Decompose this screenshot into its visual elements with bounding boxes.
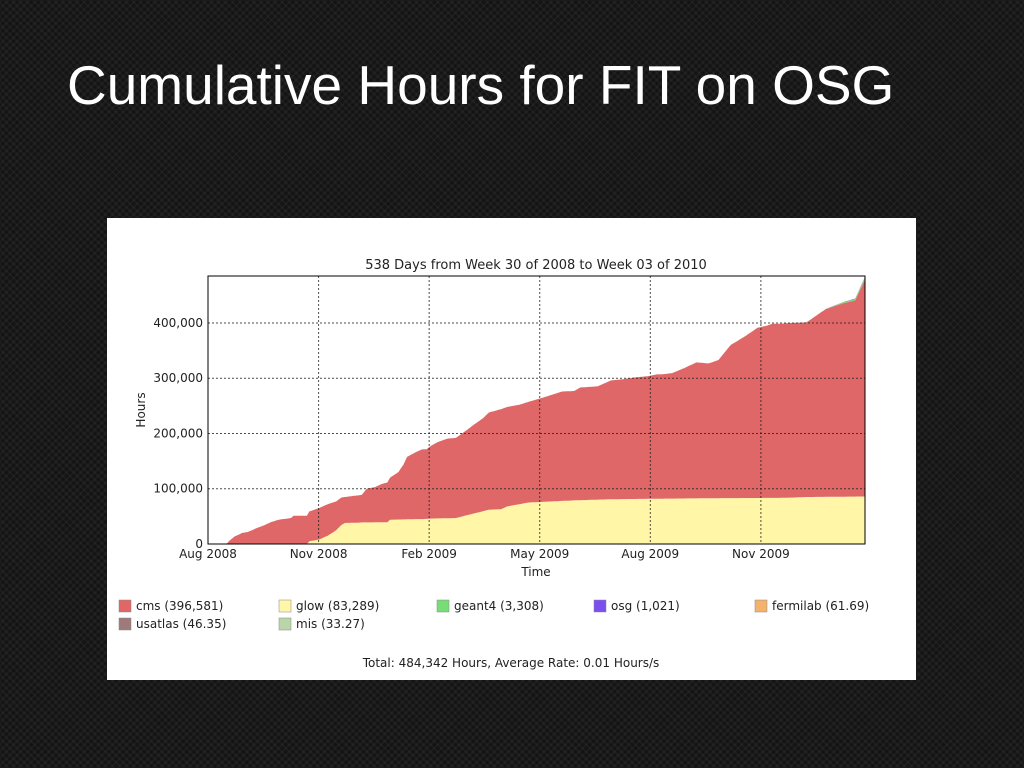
- legend-item-cms: cms (396,581): [118, 599, 223, 613]
- legend-item-osg: osg (1,021): [593, 599, 680, 613]
- x-tick-label: Aug 2008: [179, 547, 237, 561]
- legend-swatch: [118, 599, 132, 613]
- legend-swatch: [278, 599, 292, 613]
- legend-swatch: [118, 617, 132, 631]
- legend-label: cms (396,581): [136, 599, 223, 613]
- legend-label: mis (33.27): [296, 617, 365, 631]
- gridlines: [208, 276, 865, 544]
- plot-frame: [207, 275, 866, 545]
- x-tick-label: Aug 2009: [621, 547, 679, 561]
- area-series-glow: [208, 496, 865, 544]
- y-tick-label: 200,000: [153, 426, 203, 440]
- area-series-cms: [208, 279, 865, 544]
- legend: cms (396,581) glow (83,289) geant4 (3,308)…: [118, 599, 869, 631]
- y-tick-label: 400,000: [153, 316, 203, 330]
- y-tick-label: 100,000: [153, 482, 203, 496]
- legend-swatch: [436, 599, 450, 613]
- stacked-area-chart: 538 Days from Week 30 of 2008 to Week 03…: [118, 258, 869, 670]
- legend-swatch: [593, 599, 607, 613]
- x-tick-label: Feb 2009: [401, 547, 457, 561]
- chart-title: 538 Days from Week 30 of 2008 to Week 03…: [365, 258, 707, 273]
- x-tick-label: Nov 2009: [732, 547, 790, 561]
- legend-swatch: [278, 617, 292, 631]
- legend-label: fermilab (61.69): [772, 599, 869, 613]
- legend-item-geant4: geant4 (3,308): [436, 599, 544, 613]
- legend-item-glow: glow (83,289): [278, 599, 379, 613]
- y-tick-label: 300,000: [153, 371, 203, 385]
- legend-label: usatlas (46.35): [136, 617, 226, 631]
- x-axis-label: Time: [520, 565, 550, 579]
- legend-label: glow (83,289): [296, 599, 379, 613]
- legend-item-usatlas: usatlas (46.35): [118, 617, 226, 631]
- legend-label: geant4 (3,308): [454, 599, 544, 613]
- y-tick-label: 0: [195, 537, 203, 551]
- legend-item-mis: mis (33.27): [278, 617, 365, 631]
- x-tick-label: May 2009: [510, 547, 569, 561]
- legend-label: osg (1,021): [611, 599, 680, 613]
- legend-item-fermilab: fermilab (61.69): [754, 599, 869, 613]
- chart-footer-total: Total: 484,342 Hours, Average Rate: 0.01…: [362, 656, 660, 670]
- area-series-group: [208, 276, 865, 544]
- y-axis-label: Hours: [134, 392, 148, 427]
- legend-swatch: [754, 599, 768, 613]
- x-tick-label: Nov 2008: [290, 547, 348, 561]
- chart-panel: 538 Days from Week 30 of 2008 to Week 03…: [107, 218, 916, 680]
- slide-title: Cumulative Hours for FIT on OSG: [67, 54, 895, 116]
